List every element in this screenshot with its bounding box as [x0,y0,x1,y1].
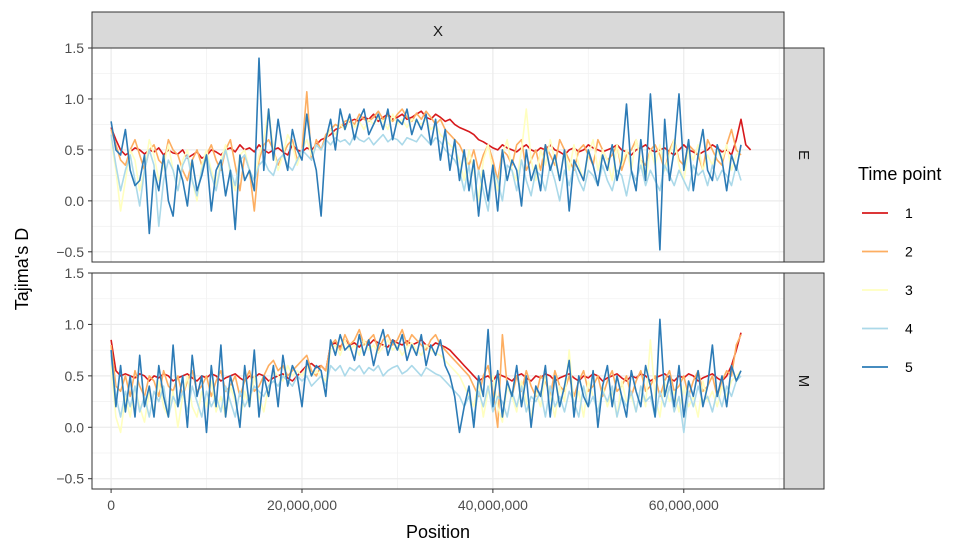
x-axis-title: Position [406,522,470,542]
facet-strip-top-label: X [433,23,443,40]
series-line-E-4 [110,133,742,228]
series-line-M-2 [110,328,742,429]
facet-strip-right-label: E [795,150,812,160]
facet-panels: E −0.5 0.0 0.5 1.0 1.5 M −0.5 0.0 0.5 1.0 1.5 0 20,00… [56,40,825,513]
panel-E: E −0.5 0.0 0.5 1.0 1.5 [56,40,825,263]
series-lines [110,318,742,434]
y-tick-label: 0.0 [65,419,85,435]
y-tick-label: −0.5 [56,244,84,260]
legend-label-3: 3 [905,282,913,298]
y-tick-label: 0.5 [65,142,85,158]
legend-title: Time point [858,164,941,184]
y-tick-label: 1.5 [65,265,85,281]
series-line-E-1 [110,110,752,159]
legend: Time point 1 2 3 4 5 [858,164,941,375]
facet-strip-top: X [91,11,785,49]
legend-label-1: 1 [905,205,913,221]
y-tick-label: 1.0 [65,91,85,107]
y-tick-label: 0.5 [65,368,85,384]
x-tick-label: 60,000,000 [649,497,719,513]
panel-M: M −0.5 0.0 0.5 1.0 1.5 0 20,000,000 40,000,000 60… [56,265,825,513]
x-tick-label: 0 [107,497,115,513]
y-tick-label: −0.5 [56,471,84,487]
facet-strip-right-background [783,272,825,490]
x-tick-label: 20,000,000 [267,497,337,513]
series-lines [110,57,752,251]
y-tick-label: 0.0 [65,193,85,209]
facet-strip-right-label: M [795,375,812,388]
legend-label-2: 2 [905,244,913,260]
facet-strip-top-background [91,11,785,49]
panel-background [92,48,784,262]
series-line-E-5 [110,57,742,251]
legend-label-5: 5 [905,359,913,375]
y-tick-label: 1.5 [65,40,85,56]
x-tick-label: 40,000,000 [458,497,528,513]
series-line-M-5 [110,318,742,434]
legend-label-4: 4 [905,321,913,337]
y-axis-title: Tajima's D [12,228,32,310]
y-tick-label: 1.0 [65,316,85,332]
facet-strip-right-background [783,47,825,263]
